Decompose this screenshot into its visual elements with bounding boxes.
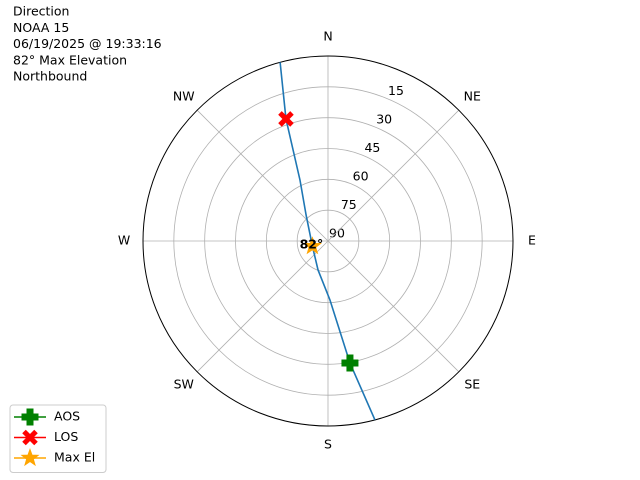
legend-label: LOS xyxy=(54,429,78,444)
r-tick-label: 15 xyxy=(388,83,404,98)
theta-tick-label: NW xyxy=(173,88,195,103)
r-tick-label: 90 xyxy=(329,226,345,241)
grid-spoke xyxy=(327,109,460,242)
title-line: Northbound xyxy=(13,69,87,84)
theta-tick-label: E xyxy=(528,233,536,248)
theta-tick-label: SE xyxy=(464,377,480,392)
title-line: 82° Max Elevation xyxy=(13,52,127,67)
theta-tick-label: W xyxy=(118,233,130,248)
legend-label: AOS xyxy=(54,409,80,424)
grid-spoke xyxy=(196,240,329,373)
value-label: 82° xyxy=(300,237,324,252)
marker-plus xyxy=(341,354,359,372)
theta-tick-label: NE xyxy=(464,88,481,103)
marker-x xyxy=(22,429,38,446)
marker-x xyxy=(278,111,294,127)
marker-star xyxy=(302,236,322,255)
theta-tick-label: SW xyxy=(174,377,194,392)
theta-tick-label: N xyxy=(323,29,332,44)
marker-plus xyxy=(21,408,39,426)
marker-star xyxy=(20,448,40,467)
title-line: 06/19/2025 @ 19:33:16 xyxy=(13,36,162,51)
r-tick-label: 60 xyxy=(353,169,369,184)
theta-tick-label: S xyxy=(324,437,332,452)
grid-spoke xyxy=(327,240,460,373)
title-line: Direction xyxy=(13,4,69,19)
legend-label: Max El xyxy=(54,450,95,465)
r-tick-label: 45 xyxy=(364,140,380,155)
title-line: NOAA 15 xyxy=(13,20,69,35)
polar-frame xyxy=(142,55,514,427)
r-tick-label: 75 xyxy=(341,197,357,212)
r-tick-label: 30 xyxy=(376,112,392,127)
grid-spoke xyxy=(196,109,329,242)
